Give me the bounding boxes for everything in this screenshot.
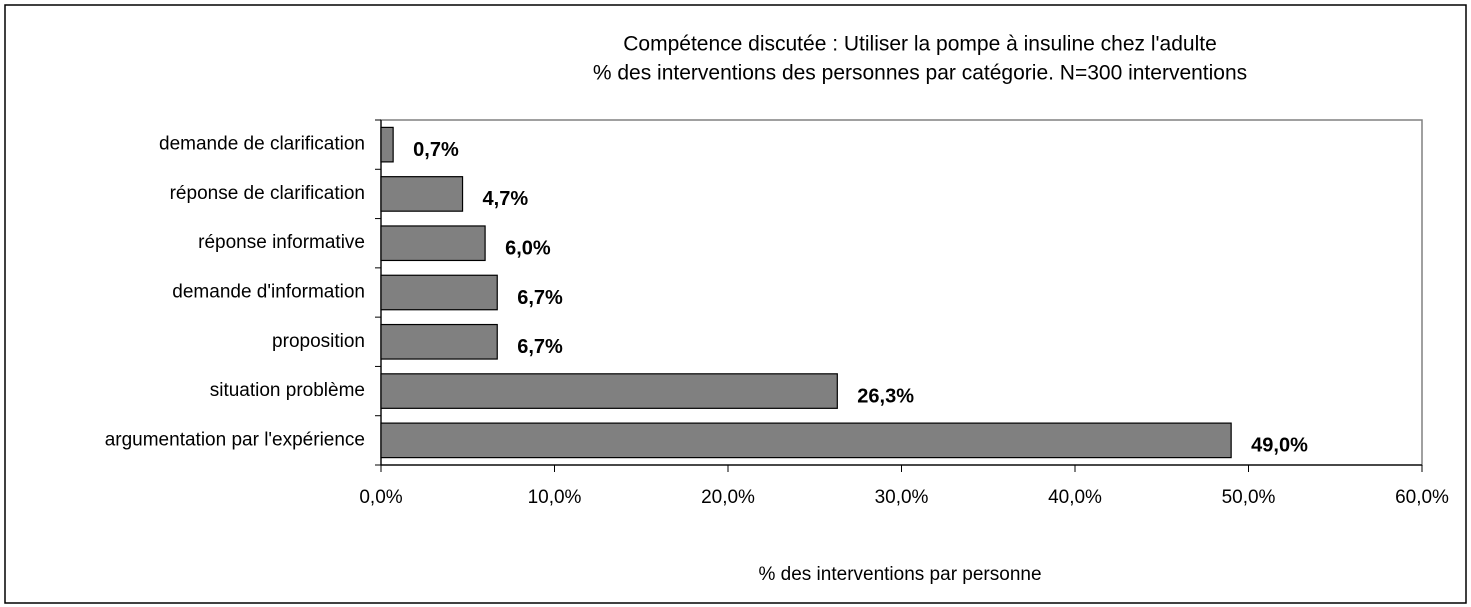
bar (380, 126, 394, 163)
y-tick-label: demande de clarification (159, 134, 365, 155)
bar (380, 373, 838, 409)
bar (380, 422, 1232, 459)
bar (380, 323, 498, 360)
chart-title: Compétence discutée : Utiliser la pompe … (623, 33, 1217, 56)
y-tick-label: situation problème (210, 380, 365, 401)
y-tick-label: réponse de clarification (170, 183, 365, 204)
x-tick-label: 50,0% (1222, 487, 1276, 508)
chart-subtitle: % des interventions des personnes par ca… (593, 62, 1247, 85)
value-label: 4,7% (483, 188, 529, 210)
value-label: 49,0% (1251, 435, 1308, 457)
bar (380, 274, 498, 311)
y-tick-label: proposition (272, 331, 365, 352)
y-tick-label: demande d'information (172, 282, 365, 303)
x-tick-label: 20,0% (701, 487, 755, 508)
x-axis-label: % des interventions par personne (758, 564, 1041, 585)
x-tick-label: 30,0% (875, 487, 929, 508)
bar (380, 176, 464, 212)
bar (380, 225, 486, 262)
x-tick-label: 60,0% (1395, 487, 1449, 508)
value-label: 6,7% (517, 336, 563, 358)
x-tick-label: 40,0% (1048, 487, 1102, 508)
y-tick-label: réponse informative (198, 232, 365, 253)
value-label: 6,0% (505, 237, 551, 259)
y-tick-label: argumentation par l'expérience (105, 429, 365, 450)
value-label: 0,7% (413, 139, 459, 161)
x-tick-label: 0,0% (359, 487, 402, 508)
x-tick-label: 10,0% (528, 487, 582, 508)
value-label: 26,3% (857, 385, 914, 407)
value-label: 6,7% (517, 287, 563, 309)
